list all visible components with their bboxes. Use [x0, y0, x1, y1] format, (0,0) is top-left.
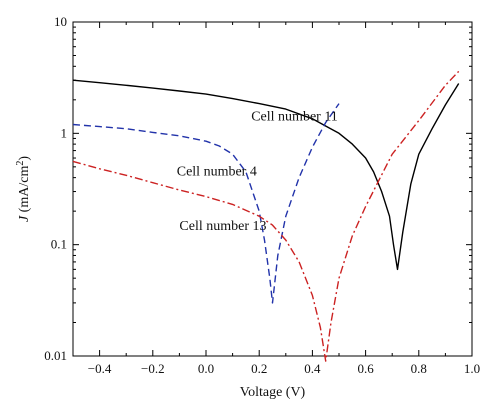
x-tick-label: 0.6 [357, 361, 374, 376]
series-line-cell-number-4 [72, 103, 340, 304]
x-tick-label: 0.0 [198, 361, 214, 376]
y-axis-title-unit-close: ) [17, 156, 32, 161]
x-axis-title: Voltage (V) [240, 385, 306, 400]
series-annotation: Cell number 11 [251, 110, 338, 125]
x-tick-label: 0.4 [304, 361, 321, 376]
y-tick-label: 0.1 [51, 237, 67, 252]
y-tick-label: 10 [54, 14, 67, 29]
y-axis-title-symbol: J [17, 215, 32, 222]
y-tick-label: 0.01 [44, 348, 67, 363]
series-lines [72, 70, 460, 362]
series-annotation: Cell number 4 [177, 164, 257, 179]
annotations: Cell number 11 Cell number 4 Cell number 1… [177, 110, 338, 235]
series-line-cell-number-13 [72, 70, 460, 362]
x-tick-label: −0.2 [141, 361, 165, 376]
x-tick-label: −0.4 [88, 361, 112, 376]
x-tick-label: 0.2 [251, 361, 267, 376]
y-axis-title-unit: (mA/cm [17, 166, 32, 216]
x-tick-label: 0.8 [411, 361, 427, 376]
y-axis-title-sup: 2 [15, 161, 26, 166]
series-line-cell-number-11 [72, 79, 460, 271]
axis-ticks: −0.4 −0.2 0.0 0.2 0.4 0.6 0.8 1.0 0.01 0.1 1 10 [44, 14, 480, 376]
series-annotation: Cell number 13 [179, 219, 266, 234]
y-tick-label: 1 [61, 125, 68, 140]
y-axis-title: J (mA/cm2) [15, 156, 33, 222]
x-tick-label: 1.0 [464, 361, 480, 376]
plot-frame [72, 21, 473, 357]
